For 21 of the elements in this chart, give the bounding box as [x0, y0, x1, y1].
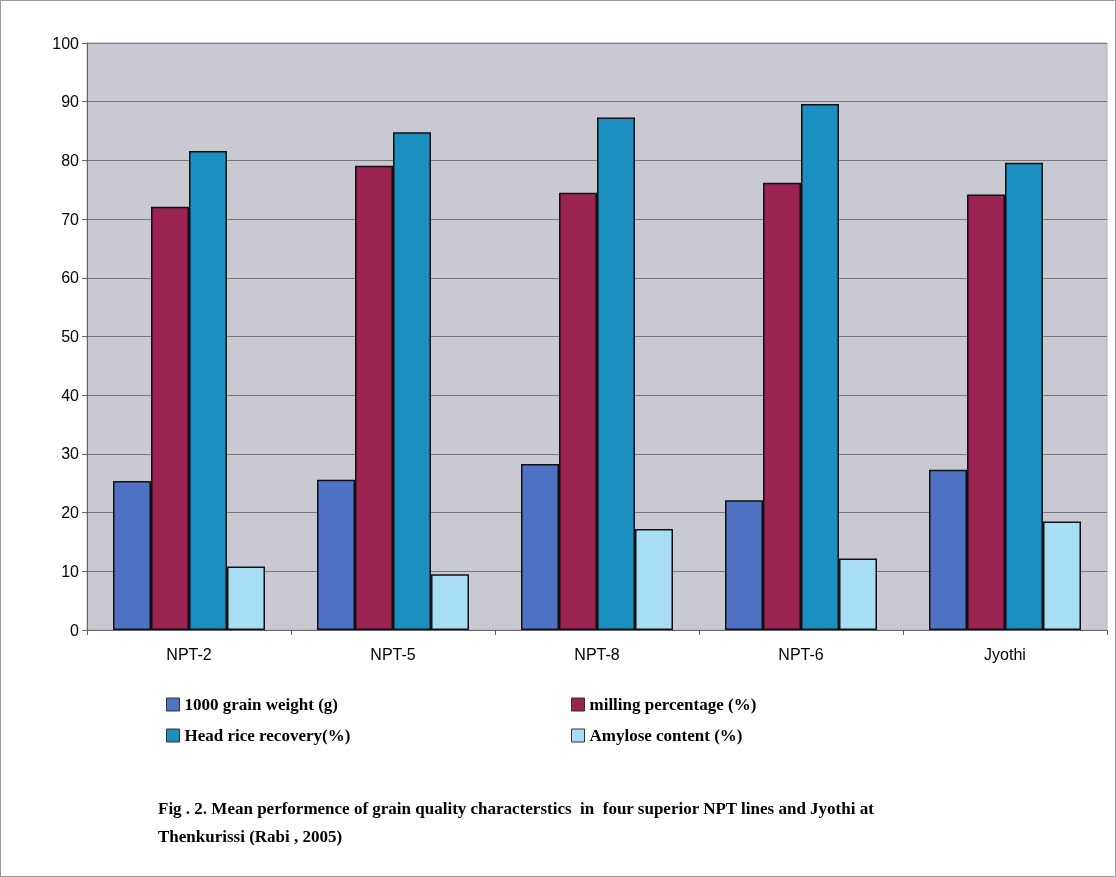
- y-tick-label: 70: [61, 210, 80, 228]
- y-tick-label: 10: [61, 562, 80, 580]
- legend-label: 1000 grain weight (g): [184, 695, 338, 714]
- y-tick-label: 90: [61, 93, 80, 111]
- y-tick-label: 60: [61, 269, 80, 287]
- legend-label: Amylose content (%): [589, 726, 743, 745]
- x-tick-label: NPT-8: [574, 645, 620, 663]
- y-tick-label: 80: [61, 151, 80, 169]
- x-tick-label: Jyothi: [984, 645, 1026, 663]
- y-tick-label: 40: [61, 386, 80, 404]
- y-tick-label: 50: [61, 328, 80, 345]
- x-tick-label: NPT-2: [166, 645, 212, 663]
- legend-label: milling percentage (%): [589, 695, 757, 714]
- text: Fig . 2. Mean performence of grain quality characterstics in four superior NPT lines and Jyothi at Thenkurissi (Rabi , 2005): [158, 798, 879, 846]
- y-tick-label: 0: [70, 621, 80, 639]
- y-tick-label: 30: [61, 445, 80, 463]
- legend-label: Head rice recovery(%): [184, 726, 351, 745]
- y-tick-label: 100: [52, 34, 80, 52]
- y-tick-label: 20: [61, 504, 80, 522]
- x-tick-label: NPT-5: [370, 645, 416, 663]
- x-tick-label: NPT-6: [778, 645, 824, 663]
